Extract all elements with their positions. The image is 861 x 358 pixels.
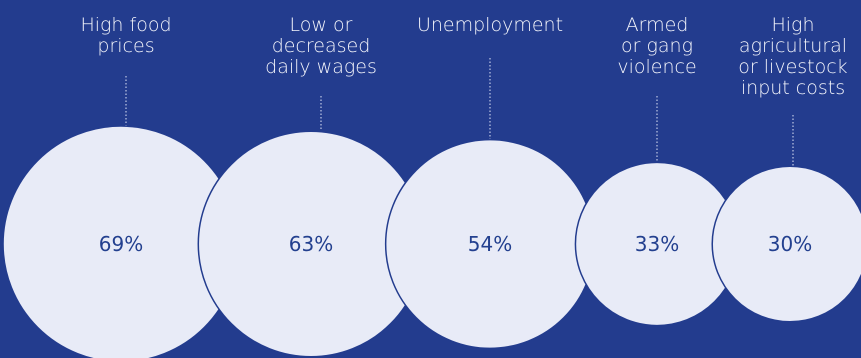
bubble-4 bbox=[711, 165, 861, 323]
value-label-4: 30% bbox=[768, 232, 812, 256]
value-label-0: 69% bbox=[99, 232, 143, 256]
value-labels: 69% 63% 54% 33% 30% bbox=[99, 232, 812, 256]
category-labels: High food prices Low or decreased daily wage… bbox=[80, 14, 847, 99]
value-label-1: 63% bbox=[289, 232, 333, 256]
bubbles bbox=[2, 125, 861, 358]
value-label-3: 33% bbox=[635, 232, 679, 256]
value-label-2: 54% bbox=[468, 232, 512, 256]
category-label-0: High food prices bbox=[80, 14, 171, 57]
category-label-1: Low or decreased daily wages bbox=[265, 14, 377, 78]
category-label-4: High agricultural or livestock input costs bbox=[738, 14, 847, 99]
category-label-3: Armed or gang violence bbox=[617, 14, 696, 78]
leader-lines bbox=[125, 58, 794, 169]
category-label-2: Unemployment bbox=[417, 14, 563, 36]
